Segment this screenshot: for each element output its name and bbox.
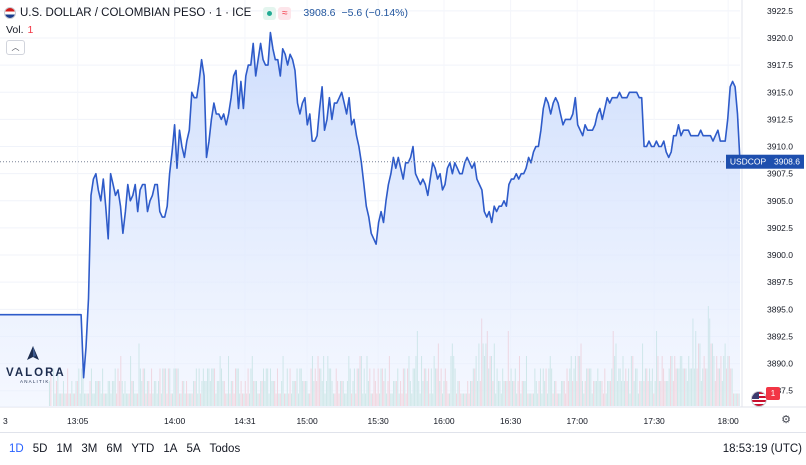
valora-analitik-logo: VALORA ANALITIK	[6, 346, 66, 384]
us-flag-icon[interactable]	[751, 391, 767, 407]
price-line	[0, 31, 741, 379]
usd-cop-flag-icon	[4, 7, 16, 19]
range-5d[interactable]: 5D	[32, 443, 48, 455]
bottom-toolbar: 1D 5D 1M 3M 6M YTD 1A 5A Todos 18:53:19 …	[0, 432, 806, 465]
events-badge[interactable]: 1	[766, 387, 780, 400]
price-tick-label: 3917.5	[767, 60, 793, 70]
price-tick-label: 3910.0	[767, 142, 793, 152]
time-tick-label: 15:30	[367, 416, 389, 426]
time-tick-label: 17:00	[567, 416, 589, 426]
market-status[interactable]: ≈	[263, 6, 292, 20]
time-axis[interactable]: 3 13:05 14:00 14:31 15:00 15:30 16:00 16:30 17:0…	[3, 416, 739, 426]
range-todos[interactable]: Todos	[209, 443, 241, 455]
range-1m[interactable]: 1M	[56, 443, 73, 455]
price-tick-label: 3902.5	[767, 223, 793, 233]
price-tag-text: 3908.6	[774, 157, 800, 167]
time-tick-label: 13:05	[67, 416, 89, 426]
range-1a[interactable]: 1A	[163, 443, 178, 455]
time-tick-label: 16:00	[433, 416, 455, 426]
time-tick-label: 15:00	[296, 416, 318, 426]
price-change: −5.6 (−0.14%)	[341, 7, 409, 19]
volume-value: 1	[27, 24, 34, 36]
price-tick-label: 3890.0	[767, 359, 793, 369]
price-axis[interactable]: 3922.5 3920.0 3917.5 3915.0 3912.5 3910.0 3907…	[767, 6, 793, 396]
range-3m[interactable]: 3M	[81, 443, 98, 455]
time-tick-label: 14:31	[234, 416, 256, 426]
last-price-marker: USDCOP 3908.6	[0, 154, 804, 169]
range-6m[interactable]: 6M	[106, 443, 123, 455]
price-tick-label: 3887.5	[767, 386, 793, 396]
price-tick-label: 3900.0	[767, 250, 793, 260]
price-tick-label: 3897.5	[767, 277, 793, 287]
price-tick-label: 3915.0	[767, 87, 793, 97]
last-price: 3908.6	[303, 7, 336, 19]
range-5a[interactable]: 5A	[186, 443, 201, 455]
logo-subtext: ANALITIK	[20, 379, 50, 384]
price-tick-label: 3895.0	[767, 304, 793, 314]
price-area	[0, 31, 741, 407]
price-tag-bg	[770, 154, 804, 169]
price-tick-label: 3892.5	[767, 331, 793, 341]
price-tick-label: 3907.5	[767, 169, 793, 179]
utc-clock[interactable]: 18:53:19 (UTC)	[722, 443, 802, 455]
range-1d[interactable]: 1D	[9, 443, 24, 455]
chart-legend-header: U.S. DOLLAR / COLOMBIAN PESO · 1 · ICE ≈…	[4, 5, 408, 21]
price-chart[interactable]: 3922.5 3920.0 3917.5 3915.0 3912.5 3910.0 3907…	[0, 0, 806, 432]
time-tick-label: 16:30	[500, 416, 522, 426]
price-area-fill	[0, 32, 740, 407]
volume-label: Vol.	[6, 24, 24, 36]
volume-legend[interactable]: Vol. 1	[6, 24, 33, 36]
symbol-tag-text: USDCOP	[730, 157, 767, 167]
market-open-dot-icon	[263, 6, 277, 20]
symbol-tag-bg	[726, 154, 770, 169]
range-selector: 1D 5D 1M 3M 6M YTD 1A 5A Todos	[9, 433, 249, 465]
price-tick-label: 3905.0	[767, 196, 793, 206]
chevron-up-icon: ︿	[11, 43, 20, 52]
time-tick-label: 17:30	[644, 416, 666, 426]
approx-icon: ≈	[278, 6, 292, 20]
time-tick-label: 18:00	[718, 416, 740, 426]
gear-icon[interactable]: ⚙	[781, 414, 791, 426]
time-tick-label: 3	[3, 416, 8, 426]
price-tick-label: 3912.5	[767, 114, 793, 124]
range-ytd[interactable]: YTD	[131, 443, 155, 455]
logo-wordmark: VALORA	[6, 367, 66, 379]
logo-mark-icon	[27, 346, 39, 360]
time-tick-label: 14:00	[164, 416, 186, 426]
price-tick-label: 3920.0	[767, 33, 793, 43]
collapse-legend-button[interactable]: ︿	[6, 40, 25, 55]
symbol-title[interactable]: U.S. DOLLAR / COLOMBIAN PESO · 1 · ICE	[20, 7, 252, 19]
price-tick-label: 3922.5	[767, 6, 793, 16]
